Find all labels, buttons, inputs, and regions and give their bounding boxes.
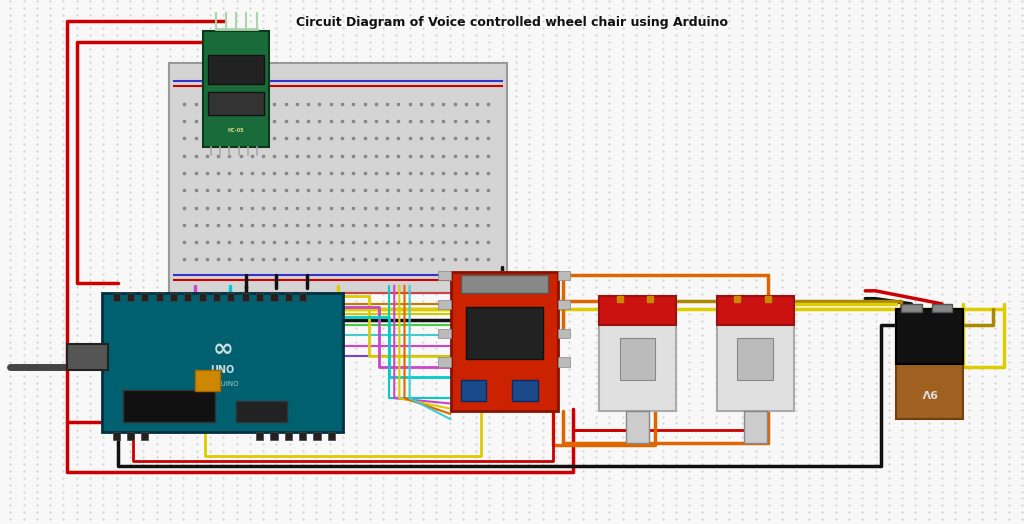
Bar: [184, 293, 191, 301]
Bar: [737, 338, 773, 380]
Bar: [156, 293, 163, 301]
Bar: [558, 271, 570, 280]
Bar: [236, 401, 287, 422]
Bar: [113, 293, 120, 301]
Bar: [285, 293, 292, 301]
Bar: [438, 271, 451, 280]
Bar: [599, 296, 676, 325]
Bar: [199, 293, 206, 301]
Bar: [242, 293, 249, 301]
Bar: [901, 304, 922, 312]
Bar: [558, 300, 570, 309]
Text: Circuit Diagram of Voice controlled wheel chair using Arduino: Circuit Diagram of Voice controlled whee…: [296, 16, 728, 29]
Bar: [512, 380, 538, 401]
Bar: [626, 411, 649, 443]
Bar: [461, 275, 548, 293]
Bar: [113, 432, 120, 440]
Bar: [896, 309, 963, 364]
Bar: [208, 55, 264, 84]
Bar: [717, 301, 794, 411]
Bar: [127, 432, 134, 440]
Bar: [102, 293, 343, 432]
Bar: [285, 432, 292, 440]
Bar: [620, 338, 655, 380]
Bar: [438, 357, 451, 367]
Bar: [896, 309, 963, 419]
Bar: [203, 31, 269, 147]
Bar: [195, 370, 220, 391]
Bar: [313, 432, 321, 440]
Bar: [438, 300, 451, 309]
Text: 9V: 9V: [921, 387, 938, 397]
Bar: [141, 432, 148, 440]
Bar: [270, 293, 278, 301]
Bar: [717, 296, 794, 325]
Bar: [932, 304, 952, 312]
Bar: [599, 301, 676, 411]
Bar: [299, 432, 306, 440]
Bar: [141, 293, 148, 301]
Bar: [328, 432, 335, 440]
Text: ARDUINO: ARDUINO: [207, 381, 239, 387]
Bar: [743, 411, 767, 443]
Text: ∞: ∞: [212, 337, 233, 361]
Bar: [227, 293, 234, 301]
Bar: [270, 432, 278, 440]
Bar: [208, 92, 264, 115]
Bar: [169, 63, 507, 293]
Bar: [123, 390, 215, 422]
Bar: [256, 293, 263, 301]
Bar: [299, 293, 306, 301]
Text: UNO: UNO: [211, 365, 234, 375]
Bar: [256, 432, 263, 440]
Bar: [127, 293, 134, 301]
Bar: [67, 344, 108, 370]
Bar: [466, 307, 543, 359]
Bar: [170, 293, 177, 301]
Bar: [558, 329, 570, 338]
Bar: [451, 272, 558, 411]
Bar: [461, 380, 486, 401]
Text: HC-05: HC-05: [227, 128, 245, 134]
Bar: [558, 357, 570, 367]
Bar: [213, 293, 220, 301]
Bar: [438, 329, 451, 338]
